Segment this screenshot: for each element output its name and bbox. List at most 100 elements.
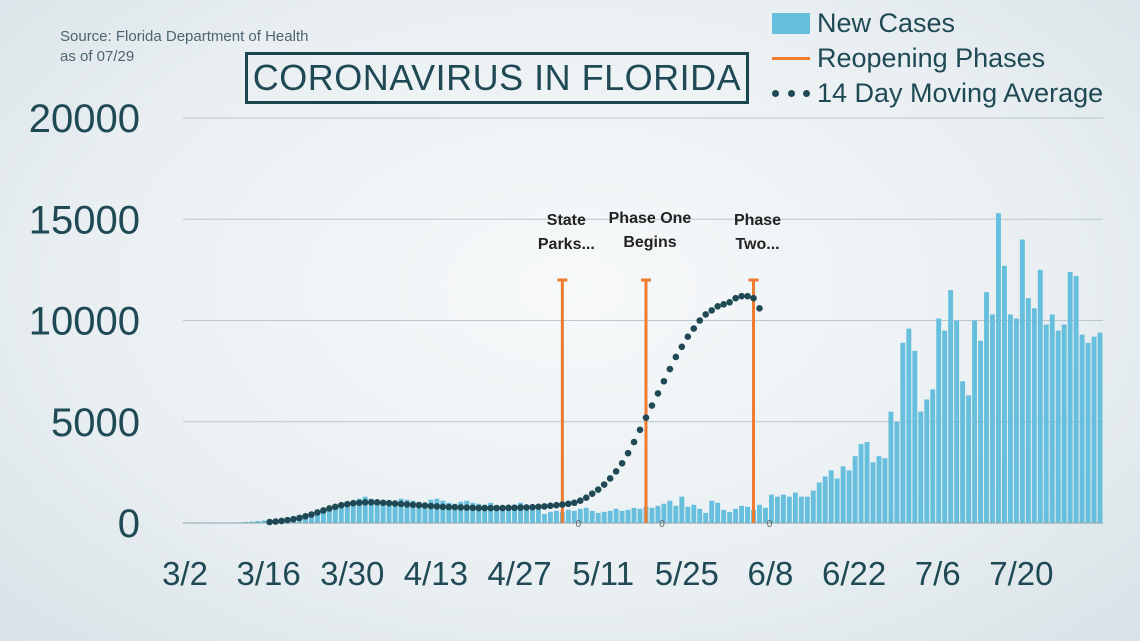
average-dot (487, 504, 494, 512)
bar (918, 411, 924, 523)
average-dot (457, 504, 465, 511)
average-dot (630, 438, 638, 446)
average-dot (415, 501, 423, 509)
bar (314, 510, 320, 523)
average-dot (278, 517, 285, 525)
as-of-date: as of 07/29 (60, 48, 135, 65)
bar (553, 510, 559, 523)
phase-label: Begins (623, 234, 676, 251)
bar (607, 510, 613, 523)
bar (482, 504, 488, 523)
average-dot (600, 481, 608, 488)
bar (1043, 324, 1049, 523)
average-dot (744, 292, 751, 300)
bar (685, 506, 691, 523)
bar (1091, 336, 1097, 523)
legend-label-moving-average: 14 Day Moving Average (817, 78, 1104, 108)
y-tick-label: 15000 (29, 198, 140, 242)
average-dot (349, 499, 357, 507)
bar (679, 496, 685, 523)
bar (488, 502, 494, 523)
average-dot (475, 504, 483, 512)
average-dot (618, 459, 626, 467)
bar (661, 503, 667, 523)
bar (1037, 269, 1043, 523)
phase-zero-label: 0 (659, 519, 665, 530)
bar (392, 500, 398, 523)
bar (763, 507, 768, 523)
average-dot (666, 365, 674, 373)
bar (500, 507, 506, 523)
bar (888, 411, 894, 523)
bar (398, 498, 404, 523)
average-dot (559, 501, 566, 508)
bar (494, 506, 500, 523)
bar (428, 499, 434, 523)
bar (1013, 318, 1019, 523)
average-dot (570, 499, 578, 507)
bar (470, 502, 476, 523)
bar (739, 505, 745, 523)
bar (1067, 271, 1073, 523)
bar (601, 511, 607, 523)
bar (972, 320, 978, 523)
average-dot (361, 499, 369, 506)
bar (1073, 275, 1079, 523)
average-dot (547, 502, 554, 510)
average-dot (403, 501, 411, 508)
average-dot (355, 499, 363, 507)
bar (404, 499, 410, 523)
bar (1049, 314, 1055, 523)
bar (834, 478, 840, 523)
bar (464, 500, 470, 523)
average-dot (642, 414, 650, 422)
average-dot (732, 294, 739, 302)
bar (906, 328, 912, 523)
average-dot (684, 333, 692, 341)
y-tick-label: 0 (118, 502, 140, 546)
average-dot (272, 518, 279, 525)
bar (458, 501, 464, 523)
bar (1079, 334, 1085, 523)
bar (362, 496, 368, 523)
bar (727, 511, 733, 523)
average-dot (517, 504, 524, 511)
average-dot (726, 298, 733, 306)
average-dot (678, 343, 686, 351)
average-dot (606, 475, 614, 482)
bar (547, 511, 553, 523)
average-dot (451, 503, 459, 511)
bar (948, 290, 954, 523)
x-tick-label: 5/25 (655, 555, 719, 592)
average-dot (523, 504, 530, 511)
x-tick-label: 7/6 (915, 555, 961, 592)
bar (798, 496, 804, 523)
average-dot (409, 501, 417, 509)
average-dot (308, 511, 315, 518)
bar (243, 521, 249, 523)
bar (667, 500, 673, 523)
bar (715, 502, 721, 523)
average-dot (612, 468, 620, 475)
average-dot (529, 503, 536, 511)
bar (954, 320, 960, 523)
average-dot (576, 497, 584, 505)
bar (625, 509, 631, 523)
chart-title-text: CORONAVIRUS IN FLORIDA (252, 57, 742, 98)
legend-label-reopening-phases: Reopening Phases (817, 43, 1046, 73)
average-dot (320, 507, 327, 514)
average-dot (636, 426, 644, 434)
phase-label: Phase One (609, 210, 692, 227)
legend: New Cases Reopening Phases 14 Day Moving… (772, 6, 1103, 111)
bar (595, 512, 601, 523)
bar (673, 505, 679, 523)
average-dot (708, 307, 716, 314)
average-dot (439, 503, 447, 511)
bar (380, 501, 386, 523)
bar (792, 492, 798, 523)
bar (786, 496, 792, 523)
bar (386, 502, 392, 523)
source-line: Source: Florida Department of Health (60, 28, 309, 45)
bar (518, 502, 523, 523)
bar (876, 456, 882, 523)
